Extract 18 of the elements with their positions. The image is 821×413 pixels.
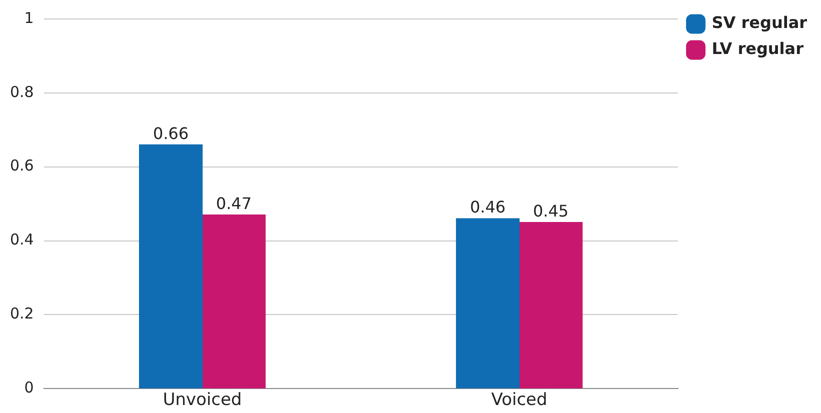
data-label: 0.46	[470, 198, 506, 217]
data-label: 0.47	[216, 194, 252, 214]
y-tick-label: 0.8	[10, 82, 34, 101]
y-tick-label: 0.4	[10, 230, 34, 249]
legend-label: SV regular	[712, 13, 808, 32]
y-tick-label: 1	[24, 8, 34, 27]
data-label: 0.45	[532, 201, 569, 220]
y-tick-label: 0.2	[10, 304, 34, 323]
x-tick-label: Voiced	[491, 390, 548, 410]
y-tick-label: 0	[24, 378, 34, 396]
y-tick-label: 0.6	[10, 156, 34, 175]
legend-label: LV regular	[712, 39, 804, 58]
bar	[202, 214, 266, 388]
bar	[518, 222, 583, 388]
bar	[139, 144, 203, 388]
data-label: 0.66	[153, 124, 189, 143]
bar	[456, 218, 520, 388]
x-tick-label: Unvoiced	[162, 390, 242, 410]
